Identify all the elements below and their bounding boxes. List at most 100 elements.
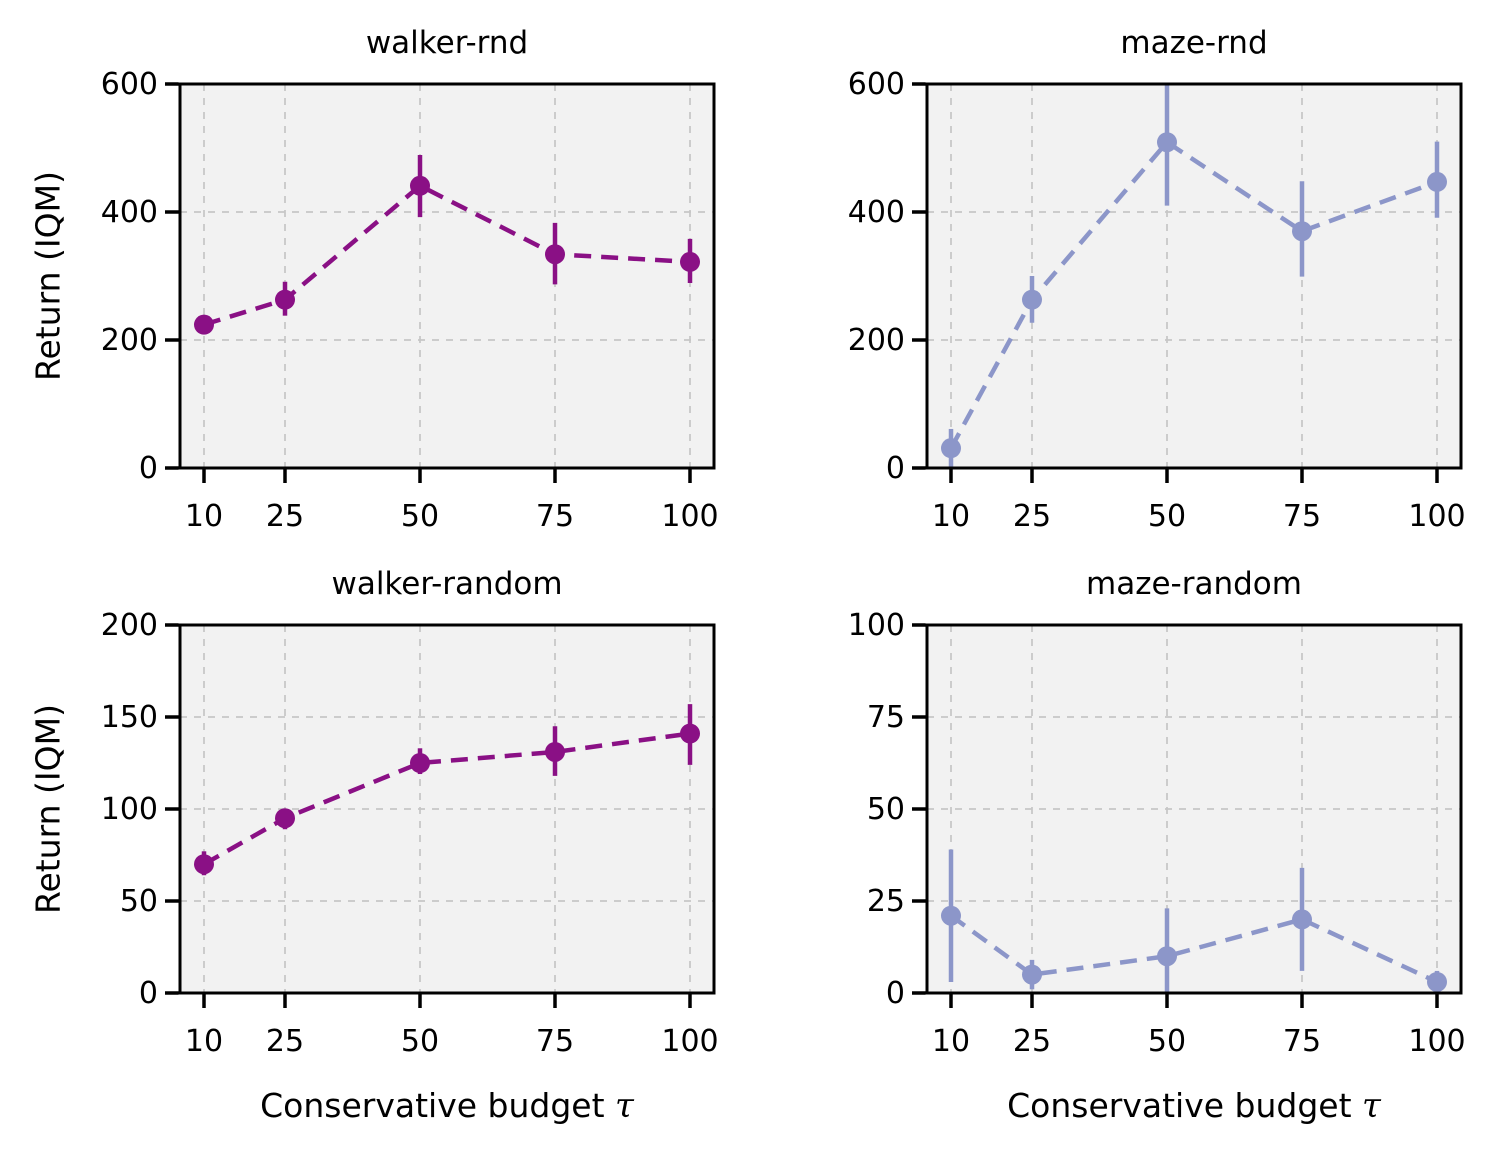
y-axis-label: Return (IQM) [28,704,68,914]
x-tick-label: 75 [1283,499,1321,534]
y-tick-label: 200 [848,323,905,358]
tick-marks [165,623,692,1008]
y-tick-label: 600 [101,67,158,102]
data-line [949,913,1438,985]
panel-walker-rnd: 10 25 50 75 100 0 200 400 600 walker-rnd Return … [0,0,747,560]
markers [194,175,700,335]
data-point [275,289,295,310]
x-tick-label: 10 [185,1024,223,1059]
x-tick-label: 100 [661,1024,718,1059]
y-tick-label: 25 [867,884,905,919]
chart-canvas-maze-rnd: 10 25 50 75 100 0 200 400 600 [848,67,1466,534]
data-point [941,438,961,459]
x-tick-label: 100 [1408,499,1465,534]
y-tick-label: 100 [101,792,158,827]
x-tick-label: 10 [932,1024,970,1059]
markers [941,905,1447,992]
tick-marks [912,82,1439,483]
x-tick-label: 10 [185,499,223,534]
chart-canvas-maze-random: 10 25 50 75 100 0 25 50 75 100 [848,608,1466,1059]
tick-labels: 10 25 50 75 100 0 200 400 600 [848,67,1466,534]
data-point [410,175,430,196]
y-tick-label: 50 [867,792,905,827]
x-tick-label: 50 [401,1024,439,1059]
chart-title: maze-rnd [1120,25,1268,61]
y-tick-label: 0 [886,976,905,1011]
data-point [1427,171,1447,192]
y-tick-label: 200 [101,323,158,358]
data-line [202,731,691,867]
x-tick-label: 75 [536,499,574,534]
data-point [545,244,565,265]
x-axis-label: Conservative budget τ [927,1086,1461,1126]
plot-frame [925,82,1463,470]
markers [194,723,700,875]
tick-labels: 10 25 50 75 100 0 50 100 150 200 [101,608,719,1059]
data-line [203,183,691,327]
data-point [1022,964,1042,985]
x-axis-label-text: Conservative budget [1007,1086,1352,1125]
data-point [680,723,700,744]
y-tick-label: 50 [120,884,158,919]
x-tick-label: 75 [1283,1024,1321,1059]
markers [941,132,1447,459]
tick-marks [912,623,1439,1008]
x-tick-label: 25 [266,1024,304,1059]
y-tick-label: 150 [101,700,158,735]
x-tick-label: 50 [1148,1024,1186,1059]
data-point [941,905,961,926]
x-tick-label: 75 [536,1024,574,1059]
chart-canvas-walker-rnd: 10 25 50 75 100 0 200 400 600 [101,67,719,534]
data-point [194,854,214,875]
y-tick-label: 600 [848,67,905,102]
chart-canvas-walker-random: 10 25 50 75 100 0 50 100 150 200 [101,608,719,1059]
data-point [194,314,214,335]
chart-title: maze-random [1086,566,1302,602]
plot-frame [178,623,716,995]
data-point [1427,971,1447,992]
panel-maze-rnd: 10 25 50 75 100 0 200 400 600 maze-rnd [747,0,1495,560]
x-tick-label: 100 [1408,1024,1465,1059]
y-tick-label: 75 [867,700,905,735]
data-point [1292,909,1312,930]
x-axis-label: Conservative budget τ [180,1086,714,1126]
data-point [1157,946,1177,967]
chart-title: walker-random [331,566,563,602]
x-tick-label: 10 [932,499,970,534]
y-axis-label: Return (IQM) [28,171,68,381]
y-tick-label: 0 [139,976,158,1011]
y-tick-label: 0 [886,451,905,486]
data-point [1022,289,1042,310]
data-line [949,139,1438,450]
tick-marks [165,82,692,483]
x-tick-label: 25 [266,499,304,534]
data-point [1157,132,1177,153]
x-tick-label: 25 [1013,499,1051,534]
plot-frame [925,623,1463,995]
data-point [545,741,565,762]
x-tick-label: 25 [1013,1024,1051,1059]
panel-walker-random: 10 25 50 75 100 0 50 100 150 200 walker-random Re… [0,560,747,1157]
tick-labels: 10 25 50 75 100 0 200 400 600 [101,67,719,534]
data-point [1292,221,1312,242]
x-tick-label: 50 [1148,499,1186,534]
tick-labels: 10 25 50 75 100 0 25 50 75 100 [848,608,1466,1059]
y-tick-label: 0 [139,451,158,486]
plot-frame [178,82,716,470]
tau-symbol: τ [615,1086,634,1126]
data-point [680,251,700,272]
data-point [410,753,430,773]
y-tick-label: 100 [848,608,905,643]
tau-symbol: τ [1362,1086,1381,1126]
chart-title: walker-rnd [365,25,529,61]
plot-background [180,84,714,468]
y-tick-label: 400 [101,195,158,230]
plot-background [927,84,1461,468]
panel-maze-random: 10 25 50 75 100 0 25 50 75 100 maze-random Conser… [747,560,1495,1157]
x-axis-label-text: Conservative budget [260,1086,605,1125]
y-tick-label: 400 [848,195,905,230]
x-tick-label: 50 [401,499,439,534]
x-tick-label: 100 [661,499,718,534]
data-point [275,808,295,829]
